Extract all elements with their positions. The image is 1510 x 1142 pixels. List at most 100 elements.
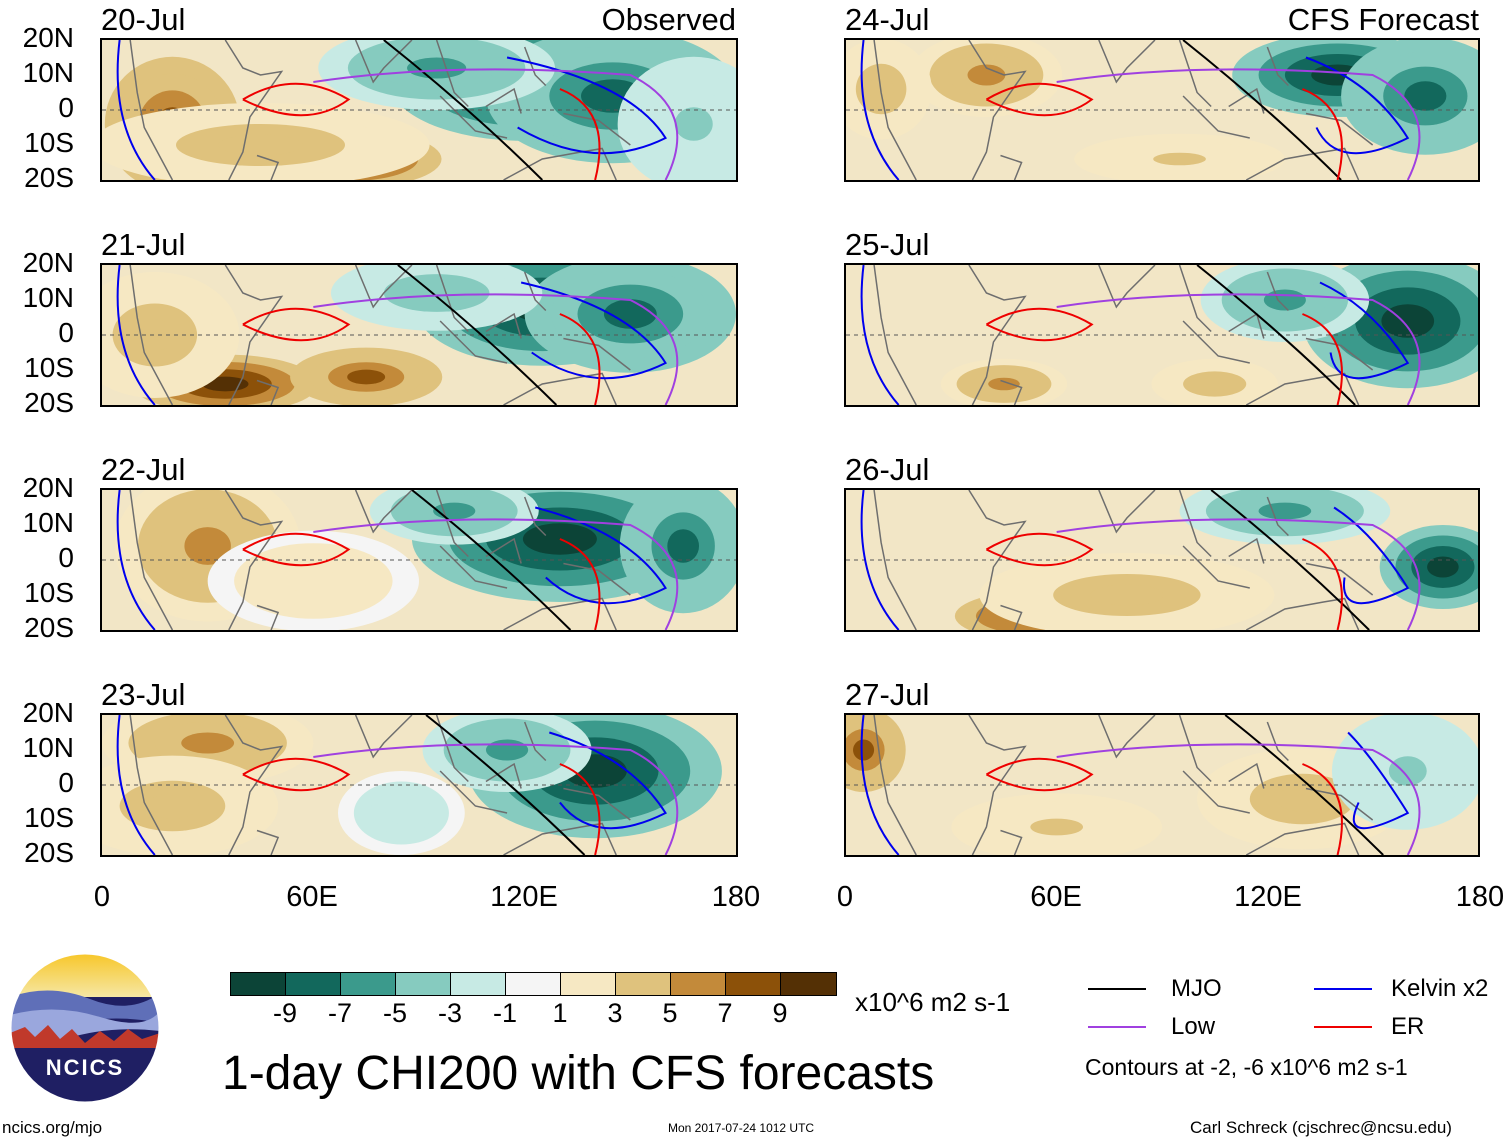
anomaly-region: [407, 57, 467, 79]
mjo-contour: [1196, 265, 1356, 405]
lat-label: 10N: [22, 732, 74, 763]
mjo-contour: [397, 265, 558, 405]
footer-link[interactable]: ncics.org/mjo: [2, 1118, 103, 1137]
lat-label: 20N: [22, 22, 74, 53]
low-contour: [313, 68, 679, 180]
lat-label: 10N: [22, 57, 74, 88]
kelvin-contour: [116, 490, 667, 630]
lon-label: 120E: [490, 881, 558, 913]
legend-line-kelvin: [1314, 988, 1372, 990]
legend-line-er: [1314, 1026, 1372, 1028]
lat-label: 10S: [24, 127, 74, 158]
er-contour: [242, 757, 601, 855]
lon-label: 60E: [286, 881, 338, 913]
map-panel-24-jul: [844, 38, 1480, 182]
map-panel-21-jul: [100, 263, 738, 407]
er-contour: [985, 82, 1343, 180]
lat-label: 0: [58, 92, 74, 123]
anomaly-region: [1404, 81, 1447, 111]
lat-label: 20N: [22, 697, 74, 728]
lat-label: 0: [58, 767, 74, 798]
units-label: x10^6 m2 s-1: [855, 987, 1011, 1017]
panel-date-23-jul: 23-Jul: [101, 677, 186, 712]
anomaly-region: [1198, 377, 1231, 391]
ncics-logo: NCICS: [10, 953, 160, 1103]
lat-label: 10S: [24, 802, 74, 833]
colorbar-tick-label: 5: [662, 998, 678, 1028]
map-panel-26-jul: [844, 488, 1480, 632]
colorbar-tick-label: 1: [552, 998, 568, 1028]
contour-note: Contours at -2, -6 x10^6 m2 s-1: [1085, 1054, 1408, 1080]
chart-title: 1-day CHI200 with CFS forecasts: [222, 1047, 935, 1100]
lat-label: 20N: [22, 472, 74, 503]
anomaly-region: [146, 793, 199, 819]
map-panel-22-jul: [100, 488, 738, 632]
er-contour: [985, 757, 1343, 855]
anomaly-region: [988, 377, 1020, 391]
footer-timestamp: Mon 2017-07-24 1012 UTC: [668, 1121, 815, 1135]
colorbar-swatch: [726, 973, 781, 995]
lon-label: 180: [1455, 881, 1505, 913]
forecast-header: CFS Forecast: [1287, 2, 1479, 37]
colorbar: [230, 972, 837, 996]
footer-author: Carl Schreck (cjschrec@ncsu.edu): [1190, 1118, 1452, 1137]
colorbar-tick-label: -1: [492, 998, 517, 1028]
logo-text: NCICS: [46, 1055, 124, 1080]
panel-date-26-jul: 26-Jul: [845, 452, 930, 487]
colorbar-tick-label: -9: [272, 998, 297, 1028]
map-plot: [846, 715, 1478, 855]
colorbar-tick-label: 7: [717, 998, 733, 1028]
colorbar-swatch: [671, 973, 726, 995]
mjo-contour: [1224, 715, 1384, 855]
anomaly-region: [184, 527, 231, 565]
anomaly-region: [1427, 556, 1459, 578]
lon-label: 120E: [1234, 881, 1302, 913]
anomaly-region: [667, 529, 700, 563]
anomaly-region: [967, 64, 1006, 86]
colorbar-tick-label: -7: [327, 998, 352, 1028]
colorbar-tick-label: -3: [437, 998, 462, 1028]
kelvin-contour: [116, 40, 667, 180]
mjo-contour: [425, 715, 586, 855]
map-plot: [102, 265, 736, 405]
kelvin-contour: [860, 490, 1410, 630]
legend-line-mjo: [1088, 988, 1146, 990]
colorbar-swatch: [561, 973, 616, 995]
panel-date-24-jul: 24-Jul: [845, 2, 930, 37]
panel-date-27-jul: 27-Jul: [845, 677, 930, 712]
low-contour: [1056, 518, 1421, 630]
kelvin-contour: [116, 265, 667, 405]
anomaly-region: [1030, 818, 1083, 836]
low-contour: [313, 743, 679, 855]
legend-label-mjo: MJO: [1171, 975, 1222, 1002]
anomaly-region: [218, 134, 303, 156]
lat-label: 20S: [24, 612, 74, 643]
mjo-contour: [411, 490, 572, 630]
lon-label: 180: [711, 881, 761, 913]
er-contour: [242, 532, 601, 630]
panel-date-20-jul: 20-Jul: [101, 2, 186, 37]
lat-label: 20N: [22, 247, 74, 278]
mjo-contour: [1210, 490, 1370, 630]
panel-date-25-jul: 25-Jul: [845, 227, 930, 262]
lon-label: 0: [93, 881, 111, 913]
anomaly-region: [485, 739, 529, 761]
lat-label: 20S: [24, 162, 74, 193]
low-contour: [1056, 293, 1421, 405]
anomaly-region: [674, 107, 713, 141]
panel-date-21-jul: 21-Jul: [101, 227, 186, 262]
lat-label: 10S: [24, 352, 74, 383]
kelvin-contour: [860, 40, 1410, 180]
colorbar-tick-label: 9: [772, 998, 788, 1028]
lat-label: 10N: [22, 282, 74, 313]
anomaly-region: [522, 523, 597, 555]
panel-date-22-jul: 22-Jul: [101, 452, 186, 487]
map-panel-27-jul: [844, 713, 1480, 857]
low-contour: [313, 293, 679, 405]
colorbar-swatch: [616, 973, 671, 995]
anomaly-region: [410, 283, 464, 303]
anomaly-region: [1276, 786, 1329, 812]
low-contour: [1056, 743, 1421, 855]
lon-label: 60E: [1030, 881, 1082, 913]
lat-label: 0: [58, 542, 74, 573]
